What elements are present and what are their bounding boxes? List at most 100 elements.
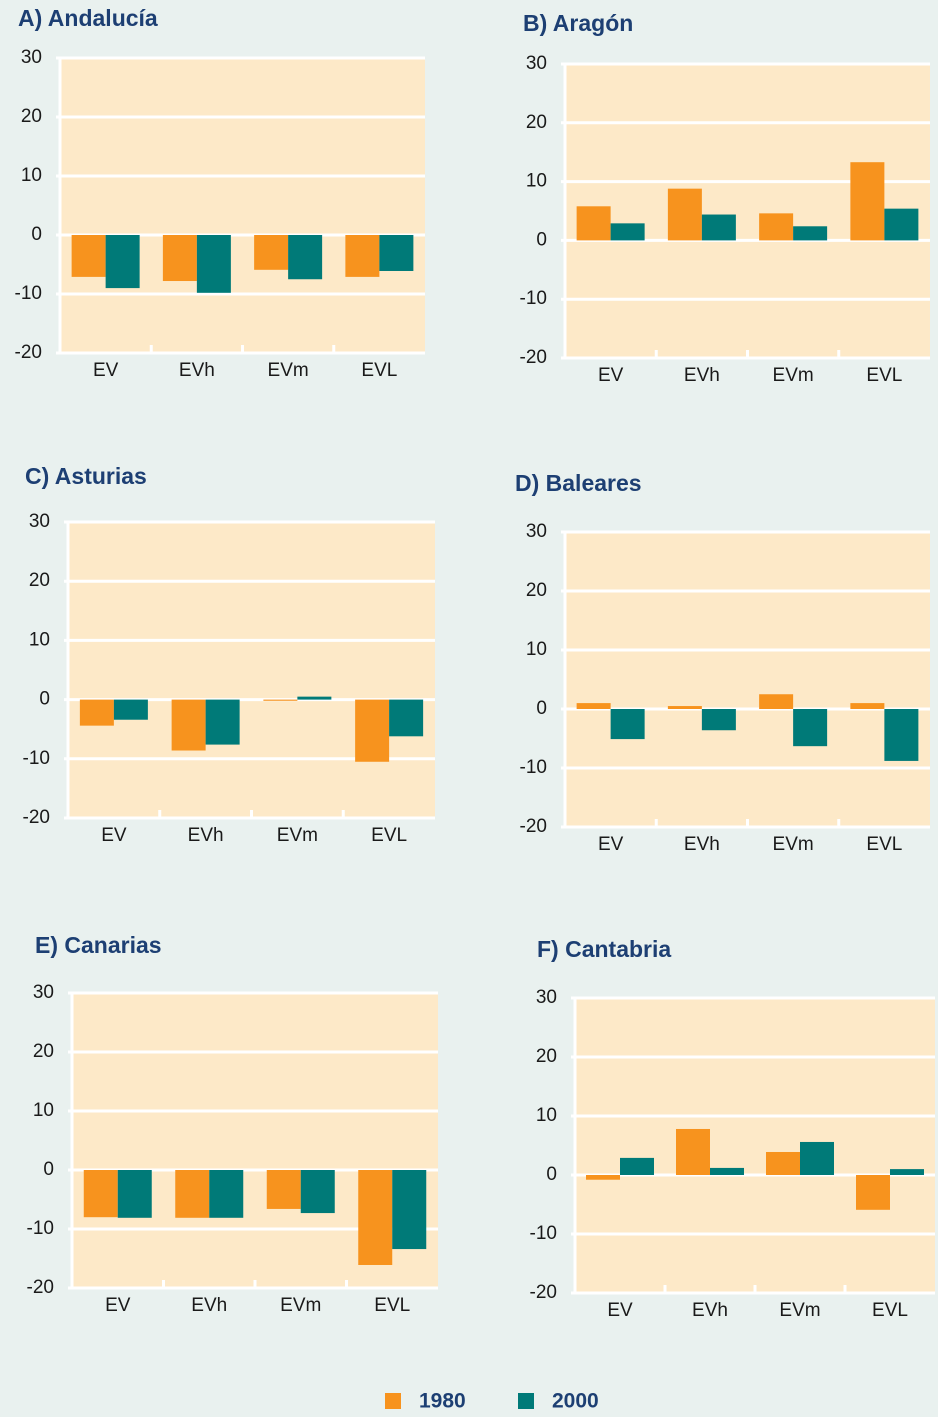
x-tick-label: EVm [779, 1300, 820, 1321]
x-tick-label: EVL [374, 1295, 410, 1316]
bar [884, 208, 919, 241]
bar [113, 699, 148, 720]
bar [610, 709, 645, 740]
y-tick-label: 30 [33, 982, 54, 1003]
y-tick-label: 0 [31, 224, 42, 245]
bar [162, 235, 197, 282]
y-tick-label: 30 [526, 53, 547, 74]
y-tick-label: 0 [536, 698, 547, 719]
x-tick-label: EVh [684, 834, 720, 855]
x-tick-label: EVm [268, 360, 309, 381]
bar [105, 235, 140, 289]
x-tick-label: EV [105, 1295, 131, 1316]
bar [759, 694, 794, 709]
plot-area [565, 532, 930, 827]
bar [171, 699, 206, 751]
y-tick-label: 10 [29, 629, 50, 650]
y-tick-label: -20 [27, 1277, 54, 1298]
x-tick-label: EVm [280, 1295, 321, 1316]
chart-title: D) Baleares [515, 470, 642, 496]
bar [793, 226, 828, 241]
bar [701, 709, 736, 731]
x-tick-label: EVL [872, 1300, 908, 1321]
x-tick-label: EV [607, 1300, 633, 1321]
y-tick-label: -10 [15, 283, 42, 304]
bar [856, 1175, 890, 1210]
bar [254, 235, 289, 270]
chart-title: B) Aragón [523, 10, 633, 36]
bar [358, 1170, 393, 1265]
bar [209, 1170, 244, 1218]
bar [196, 235, 231, 293]
y-tick-label: 10 [526, 639, 547, 660]
y-tick-label: 10 [21, 165, 42, 186]
x-tick-label: EVm [773, 365, 814, 386]
y-tick-label: 30 [536, 987, 557, 1008]
bar [389, 699, 424, 737]
bar [83, 1170, 118, 1218]
bar [586, 1175, 620, 1180]
y-tick-label: 10 [536, 1105, 557, 1126]
bar [793, 709, 828, 747]
bar [800, 1141, 834, 1175]
x-tick-label: EVL [866, 834, 902, 855]
y-tick-label: -10 [520, 757, 547, 778]
x-tick-label: EV [101, 825, 127, 846]
y-tick-label: 30 [526, 521, 547, 542]
bar [263, 699, 298, 701]
y-tick-label: -20 [15, 342, 42, 363]
y-tick-label: -20 [23, 807, 50, 828]
x-tick-label: EV [93, 360, 119, 381]
bar [850, 703, 885, 709]
y-tick-label: 10 [33, 1100, 54, 1121]
y-tick-label: 20 [21, 106, 42, 127]
y-tick-label: 20 [526, 580, 547, 601]
x-tick-label: EVL [866, 365, 902, 386]
chart-title: E) Canarias [35, 932, 162, 958]
plot-area [60, 58, 425, 353]
x-tick-label: EVh [684, 365, 720, 386]
x-tick-label: EVh [692, 1300, 728, 1321]
chart-title: F) Cantabria [537, 936, 671, 962]
y-tick-label: -20 [530, 1282, 557, 1303]
bar [576, 703, 611, 709]
bar [610, 223, 645, 241]
legend-label: 1980 [419, 1390, 466, 1413]
y-tick-label: -10 [530, 1223, 557, 1244]
y-tick-label: -10 [23, 748, 50, 769]
y-tick-label: 20 [536, 1046, 557, 1067]
bar [71, 235, 106, 277]
x-tick-label: EVL [361, 360, 397, 381]
legend-swatch [518, 1393, 534, 1409]
bar [884, 709, 919, 761]
legend-swatch [385, 1393, 401, 1409]
bar [300, 1170, 335, 1214]
x-tick-label: EV [598, 365, 624, 386]
bar [667, 188, 702, 241]
x-tick-label: EVh [191, 1295, 227, 1316]
y-tick-label: 10 [526, 171, 547, 192]
y-tick-label: 20 [526, 112, 547, 133]
y-tick-label: 0 [546, 1164, 557, 1185]
x-tick-label: EVm [773, 834, 814, 855]
y-tick-label: -10 [27, 1218, 54, 1239]
bar [392, 1170, 427, 1250]
bar [576, 206, 611, 241]
chart-title: C) Asturias [25, 463, 147, 489]
legend-label: 2000 [552, 1390, 599, 1413]
bar [288, 235, 323, 280]
x-tick-label: EVL [371, 825, 407, 846]
bar [345, 235, 380, 277]
bar [620, 1157, 654, 1175]
x-tick-label: EVh [179, 360, 215, 381]
x-tick-label: EVm [277, 825, 318, 846]
y-tick-label: 30 [29, 511, 50, 532]
bar [710, 1167, 744, 1175]
y-tick-label: 20 [29, 570, 50, 591]
y-tick-label: 0 [39, 689, 50, 710]
y-tick-label: -20 [520, 816, 547, 837]
plot-area [68, 522, 435, 818]
bar [890, 1169, 924, 1175]
bar [759, 213, 794, 241]
